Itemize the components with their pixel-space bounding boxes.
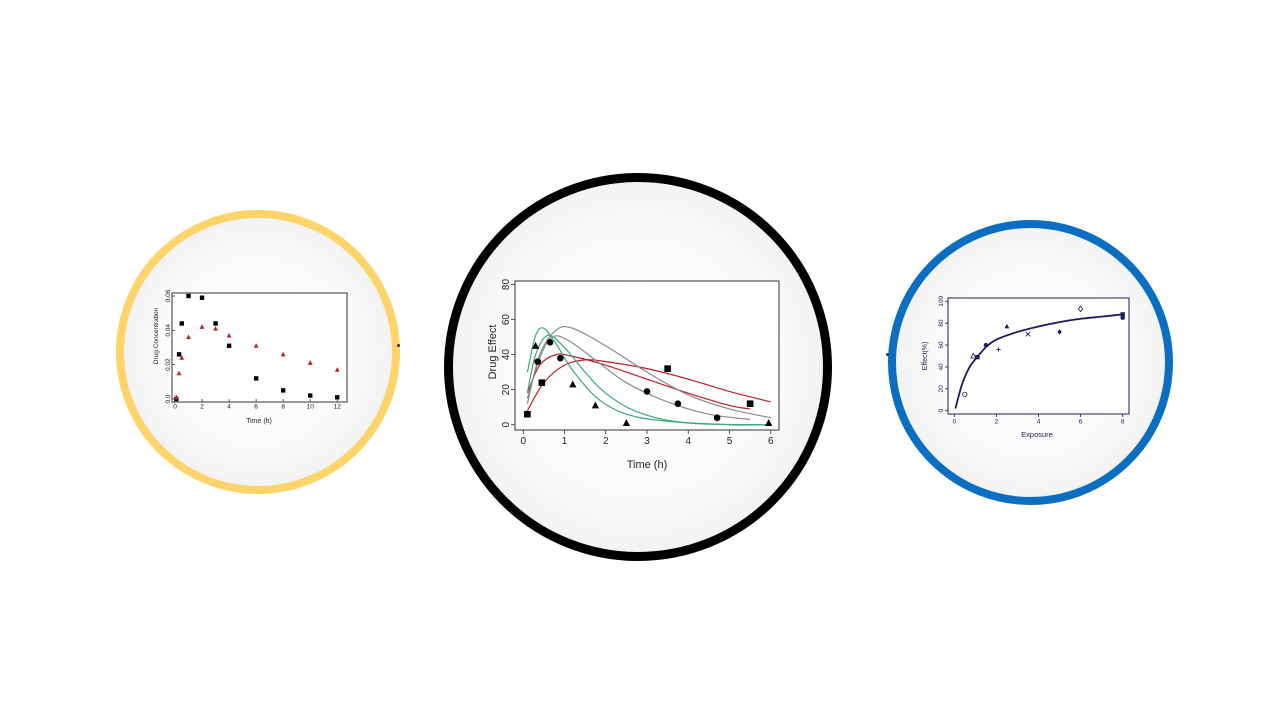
ring-dot-left — [397, 344, 400, 347]
ring-dot-right — [886, 353, 889, 356]
chart-circle-drug-effect — [444, 173, 832, 561]
chart-circle-exposure-effect — [888, 220, 1173, 505]
chart-circle-concentration — [116, 210, 400, 494]
